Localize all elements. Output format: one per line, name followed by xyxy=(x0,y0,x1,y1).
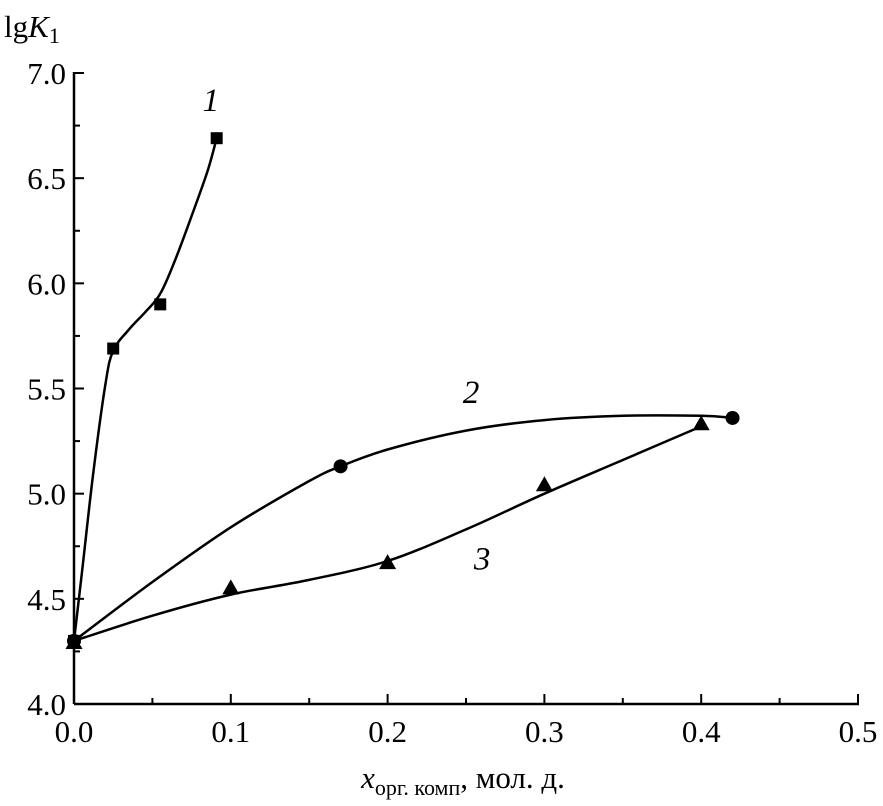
x-tick-label: 0.5 xyxy=(839,714,878,749)
series-markers xyxy=(65,132,740,650)
x-axis-title-suffix: , мол. д. xyxy=(460,760,565,795)
y-axis-title-var: K xyxy=(27,9,51,44)
y-axis-title: lgK1 xyxy=(4,9,60,48)
series-1-point xyxy=(154,298,167,311)
series-2-curve xyxy=(73,414,733,642)
y-axis-title-prefix: lg xyxy=(4,9,28,44)
y-tick-label: 5.5 xyxy=(27,372,66,407)
x-tick-label: 0.0 xyxy=(55,714,94,749)
series-1-curve xyxy=(72,137,218,642)
x-tick-label: 0.2 xyxy=(368,714,407,749)
series-label-3: 3 xyxy=(473,541,491,577)
series-2-point xyxy=(333,459,348,474)
series-3-point xyxy=(222,579,240,595)
series-3-point xyxy=(535,476,553,492)
axes: 0.0 0.1 0.2 0.3 0.4 0.5 4.0 4.5 5.0 5.5 6.0 6.5 7.0 xyxy=(27,56,877,749)
series-1-point xyxy=(210,132,223,145)
y-tick-label: 4.0 xyxy=(27,687,66,722)
series-curves xyxy=(72,137,733,643)
series-label-1: 1 xyxy=(203,83,220,119)
series-2-point xyxy=(725,410,740,425)
series-3-point xyxy=(379,554,397,570)
y-tick-label: 6.0 xyxy=(27,266,66,301)
x-axis-title-var: x xyxy=(360,760,375,795)
series-3-curve xyxy=(73,425,702,643)
y-tick-label: 6.5 xyxy=(27,161,66,196)
x-tick-label: 0.3 xyxy=(525,714,564,749)
y-tick-label: 4.5 xyxy=(27,582,66,617)
series-label-2: 2 xyxy=(463,375,480,411)
series-3-point xyxy=(65,634,83,650)
series-1-point xyxy=(107,342,120,355)
y-tick-label: 5.0 xyxy=(27,477,66,512)
y-axis-title-sub: 1 xyxy=(49,23,60,48)
x-axis-title-sub: орг. комп xyxy=(375,775,461,800)
x-axis-title: xорг. комп, мол. д. xyxy=(360,760,565,800)
series-labels: 1 2 3 xyxy=(203,83,491,578)
x-tick-label: 0.1 xyxy=(211,714,250,749)
x-tick-label: 0.4 xyxy=(682,714,721,749)
y-tick-label: 7.0 xyxy=(27,56,66,91)
series-3-point xyxy=(692,415,710,431)
